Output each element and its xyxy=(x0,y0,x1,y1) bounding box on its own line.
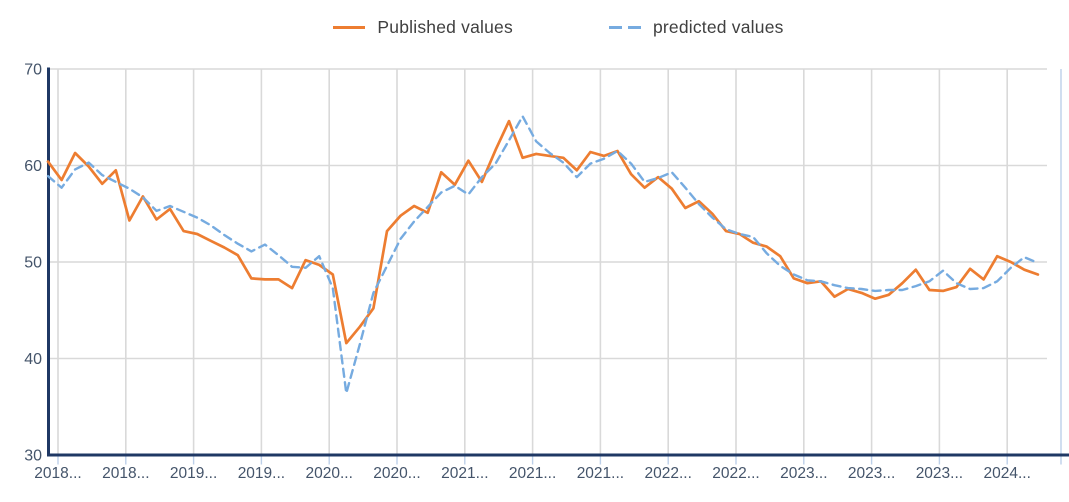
x-tick-label: 2021... xyxy=(441,465,488,482)
x-tick-label: 2021... xyxy=(577,465,624,482)
legend-label-predicted: predicted values xyxy=(652,17,784,37)
x-tick-label: 2019... xyxy=(238,465,285,482)
y-tick-label: 60 xyxy=(24,158,42,175)
x-tick-label: 2023... xyxy=(780,465,827,482)
legend-label-published: Published values xyxy=(377,17,513,37)
x-tick-label: 2024... xyxy=(983,465,1030,482)
published-series-line xyxy=(46,119,1040,345)
predicted-line-swatch xyxy=(608,26,641,29)
predicted-series-line xyxy=(46,115,1040,395)
x-tick-label: 2022... xyxy=(712,465,759,482)
x-tick-label: 2018... xyxy=(102,465,149,482)
x-tick-label: 2020... xyxy=(305,465,352,482)
legend-item-predicted: predicted values xyxy=(608,17,784,38)
x-tick-label: 2021... xyxy=(509,465,556,482)
x-tick-label: 2022... xyxy=(644,465,691,482)
y-tick-label: 50 xyxy=(24,255,42,272)
x-tick-label: 2023... xyxy=(916,465,963,482)
x-tick-label: 2019... xyxy=(170,465,217,482)
published-line-swatch xyxy=(333,26,366,29)
x-tick-label: 2020... xyxy=(373,465,420,482)
chart-legend: Published values predicted values xyxy=(0,17,1069,38)
y-tick-label: 40 xyxy=(24,351,42,368)
legend-item-published: Published values xyxy=(333,17,513,38)
y-tick-label: 30 xyxy=(24,448,42,465)
x-tick-label: 2018... xyxy=(34,465,81,482)
x-tick-label: 2023... xyxy=(848,465,895,482)
y-tick-label: 70 xyxy=(24,62,42,79)
